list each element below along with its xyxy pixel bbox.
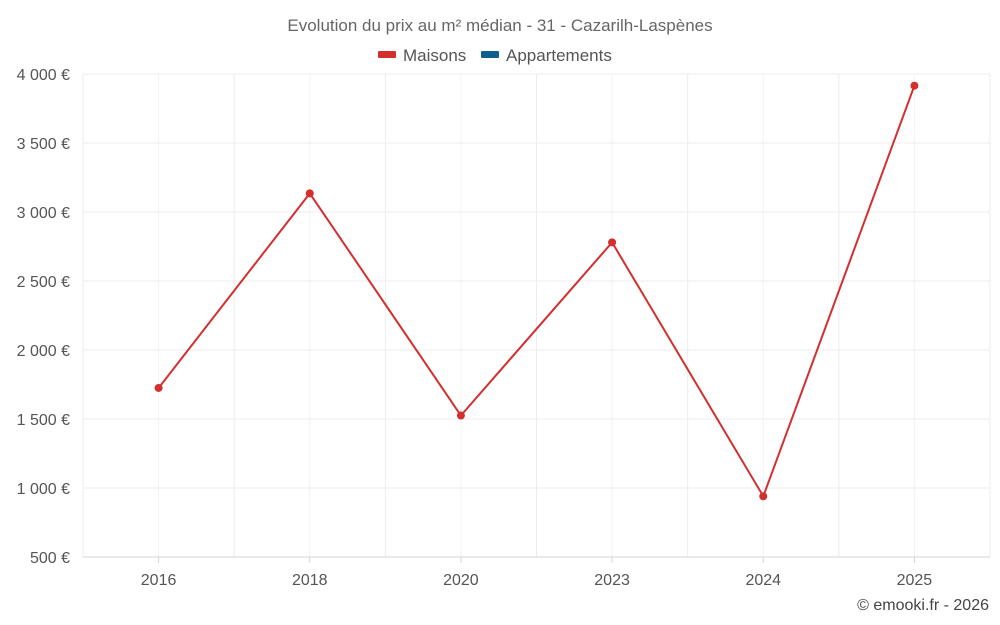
grid [82,73,991,557]
y-tick-label: 500 € [30,550,70,567]
data-point[interactable] [154,383,163,392]
series [154,81,919,501]
y-tick-label: 2 000 € [17,343,70,360]
y-tick-label: 1 000 € [17,481,70,498]
y-tick-label: 2 500 € [17,274,70,291]
credit-text: © emooki.fr - 2026 [857,597,989,614]
x-tick-label: 2018 [292,572,328,589]
legend-item-maisons[interactable]: Maisons [378,46,466,65]
y-tick-label: 4 000 € [17,67,70,84]
y-tick-label: 3 000 € [17,205,70,222]
legend-label-maisons: Maisons [403,46,466,65]
chart-title: Evolution du prix au m² médian - 31 - Ca… [287,16,712,35]
x-tick-label: 2025 [897,572,933,589]
series-line-maisons [157,85,916,498]
legend-label-appartements: Appartements [506,46,612,65]
data-point[interactable] [456,411,465,420]
data-point[interactable] [910,81,919,90]
legend-item-appartements[interactable]: Appartements [481,46,612,65]
y-tick-label: 3 500 € [17,136,70,153]
y-tick-label: 1 500 € [17,412,70,429]
legend: Maisons Appartements [378,46,612,65]
legend-swatch-appartements [481,51,499,58]
legend-swatch-maisons [378,51,396,58]
x-tick-label: 2024 [745,572,781,589]
x-axis: 2016 2018 2020 2023 2024 2025 [83,556,990,589]
data-point[interactable] [759,492,768,501]
y-axis: 500 € 1 000 € 1 500 € 2 000 € 2 500 € 3 000 €… [17,67,70,567]
data-point[interactable] [305,189,314,198]
x-tick-label: 2020 [443,572,479,589]
data-point[interactable] [608,238,617,247]
x-tick-label: 2023 [594,572,630,589]
x-tick-label: 2016 [141,572,177,589]
